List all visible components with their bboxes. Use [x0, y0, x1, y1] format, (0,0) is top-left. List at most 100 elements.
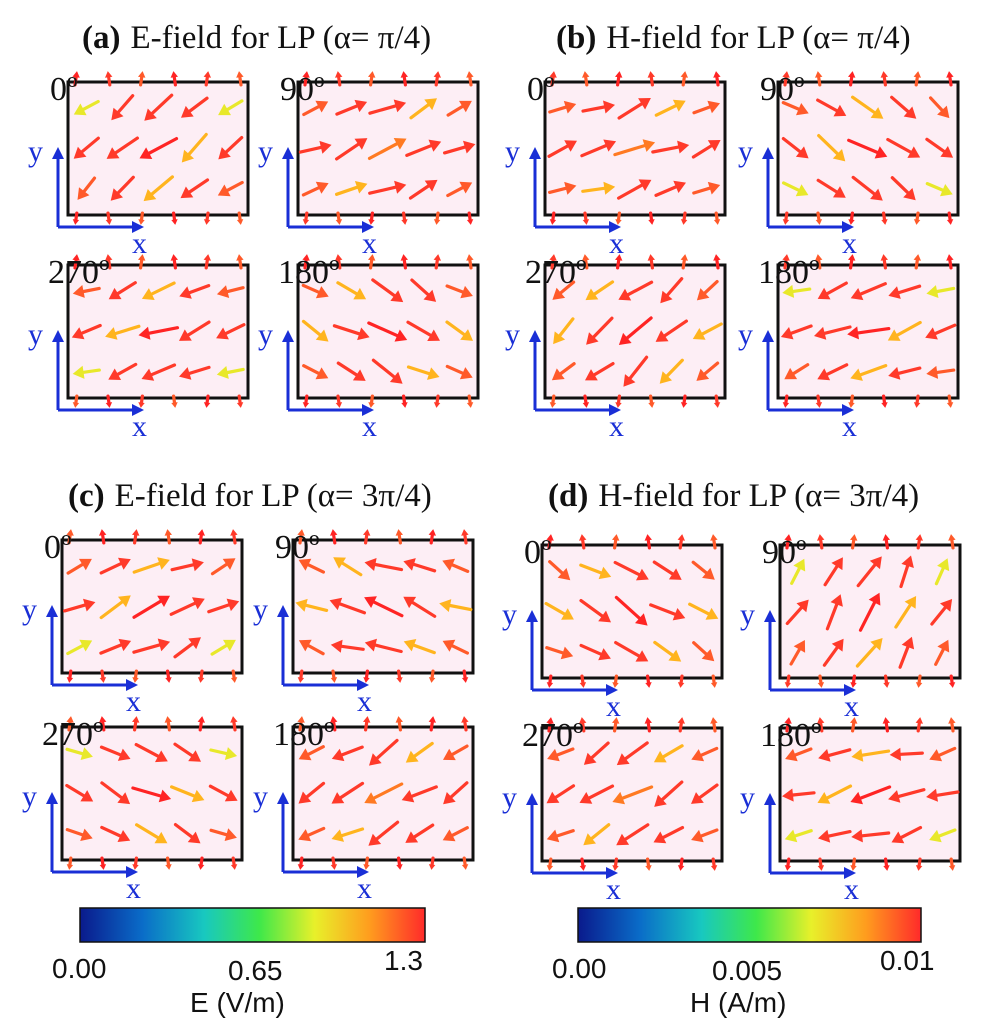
field-arrow-4 — [928, 96, 950, 119]
field-arrow-9 — [208, 784, 238, 802]
field-arrow-0 — [548, 100, 577, 114]
edge-arrow-top-4 — [203, 71, 211, 87]
field-arrow-8 — [405, 139, 442, 157]
field-arrow-6 — [335, 138, 368, 161]
edge-arrow-bottom-4 — [433, 211, 441, 225]
field-arrow-10 — [298, 639, 325, 656]
x-axis-label: x — [126, 685, 141, 718]
edge-arrow-bottom-3 — [648, 394, 655, 408]
field-arrow-8 — [894, 596, 917, 629]
field-arrow-9 — [218, 136, 244, 160]
y-axis-label: y — [738, 318, 753, 351]
edge-arrow-bottom-3 — [401, 211, 408, 225]
field-arrow-11 — [579, 643, 611, 661]
x-axis-arrowhead — [362, 221, 374, 233]
edge-arrow-top-4 — [680, 71, 688, 87]
field-arrow-14 — [445, 364, 473, 380]
edge-arrow-top-1 — [335, 71, 343, 87]
field-arrow-11 — [585, 362, 615, 381]
field-arrow-11 — [822, 638, 844, 667]
edge-arrow-top-3 — [164, 529, 172, 545]
edge-arrow-top-5 — [461, 529, 469, 545]
edge-arrow-top-1 — [817, 534, 825, 550]
field-arrow-2 — [144, 93, 174, 121]
field-arrow-6 — [586, 316, 614, 345]
x-axis-arrowhead — [132, 221, 144, 233]
edge-arrow-top-0 — [549, 254, 557, 270]
edge-arrow-bottom-3 — [881, 394, 888, 408]
cell-a-1: 90º x y — [258, 71, 480, 260]
field-arrow-11 — [818, 829, 852, 843]
edge-arrow-bottom-3 — [401, 394, 408, 408]
field-arrow-13 — [173, 637, 201, 659]
edge-arrow-bottom-0 — [297, 856, 305, 870]
x-axis-arrowhead — [132, 404, 144, 416]
field-arrow-9 — [930, 599, 953, 626]
field-arrow-10 — [551, 362, 576, 381]
field-arrow-11 — [335, 181, 368, 196]
edge-arrow-bottom-0 — [66, 856, 74, 870]
field-arrow-5 — [781, 137, 809, 159]
field-arrow-4 — [934, 558, 950, 586]
edge-arrow-bottom-3 — [645, 674, 652, 688]
edge-arrow-bottom-4 — [913, 394, 921, 408]
phase-label: 0º — [50, 71, 78, 108]
colorbar-h-unit: H (A/m) — [690, 987, 786, 1018]
field-arrow-10 — [546, 829, 575, 843]
edge-arrow-bottom-2 — [138, 211, 145, 225]
field-arrow-8 — [170, 785, 205, 803]
edge-arrow-bottom-2 — [138, 394, 145, 408]
phase-label: 0º — [524, 534, 552, 571]
x-axis-label: x — [609, 410, 624, 443]
field-arrow-5 — [71, 323, 102, 340]
field-arrow-10 — [77, 176, 97, 200]
field-arrow-9 — [926, 788, 960, 802]
field-arrow-4 — [929, 746, 957, 762]
edge-arrow-top-1 — [582, 254, 590, 270]
field-arrow-14 — [209, 828, 237, 841]
x-axis-label: x — [842, 227, 857, 260]
edge-arrow-top-1 — [330, 529, 338, 545]
field-arrow-8 — [655, 319, 689, 342]
phase-label: 90º — [280, 71, 325, 108]
edge-arrow-top-4 — [197, 716, 205, 732]
edge-arrow-bottom-3 — [648, 211, 655, 225]
field-arrow-0 — [66, 558, 92, 575]
field-arrow-6 — [579, 784, 615, 804]
phase-label: 180º — [758, 254, 820, 291]
edge-arrow-top-4 — [915, 534, 923, 550]
y-axis-arrowhead — [282, 147, 294, 159]
edge-arrow-top-3 — [400, 71, 408, 87]
field-arrow-2 — [132, 557, 170, 574]
cell-c-1: 90º x y — [253, 529, 475, 718]
edge-arrow-bottom-1 — [105, 211, 113, 225]
field-arrow-0 — [547, 747, 575, 762]
edge-arrow-bottom-4 — [197, 856, 205, 870]
x-axis-label: x — [606, 873, 621, 906]
field-arrow-1 — [99, 745, 131, 761]
phase-label: 90º — [275, 529, 320, 566]
edge-arrow-top-3 — [170, 71, 178, 87]
field-arrow-0 — [785, 747, 813, 762]
edge-arrow-top-0 — [66, 529, 74, 545]
field-arrow-9 — [925, 137, 954, 158]
edge-arrow-top-2 — [612, 717, 620, 733]
edge-arrow-bottom-3 — [165, 669, 172, 683]
edge-arrow-bottom-1 — [817, 857, 825, 871]
edge-arrow-top-0 — [297, 716, 305, 732]
field-arrow-3 — [181, 96, 209, 118]
field-arrow-14 — [217, 180, 244, 197]
field-arrow-8 — [401, 785, 438, 803]
edge-arrow-top-1 — [335, 254, 343, 270]
edge-arrow-top-5 — [461, 716, 469, 732]
field-arrow-8 — [169, 597, 205, 616]
field-arrow-4 — [216, 285, 245, 298]
field-arrow-6 — [817, 784, 853, 804]
edge-arrow-top-2 — [615, 71, 623, 87]
cell-a-3: 180º x y — [258, 254, 480, 443]
field-arrow-1 — [333, 557, 363, 577]
field-arrow-12 — [368, 180, 407, 195]
field-arrow-10 — [789, 640, 806, 666]
edge-arrow-bottom-5 — [461, 669, 469, 683]
